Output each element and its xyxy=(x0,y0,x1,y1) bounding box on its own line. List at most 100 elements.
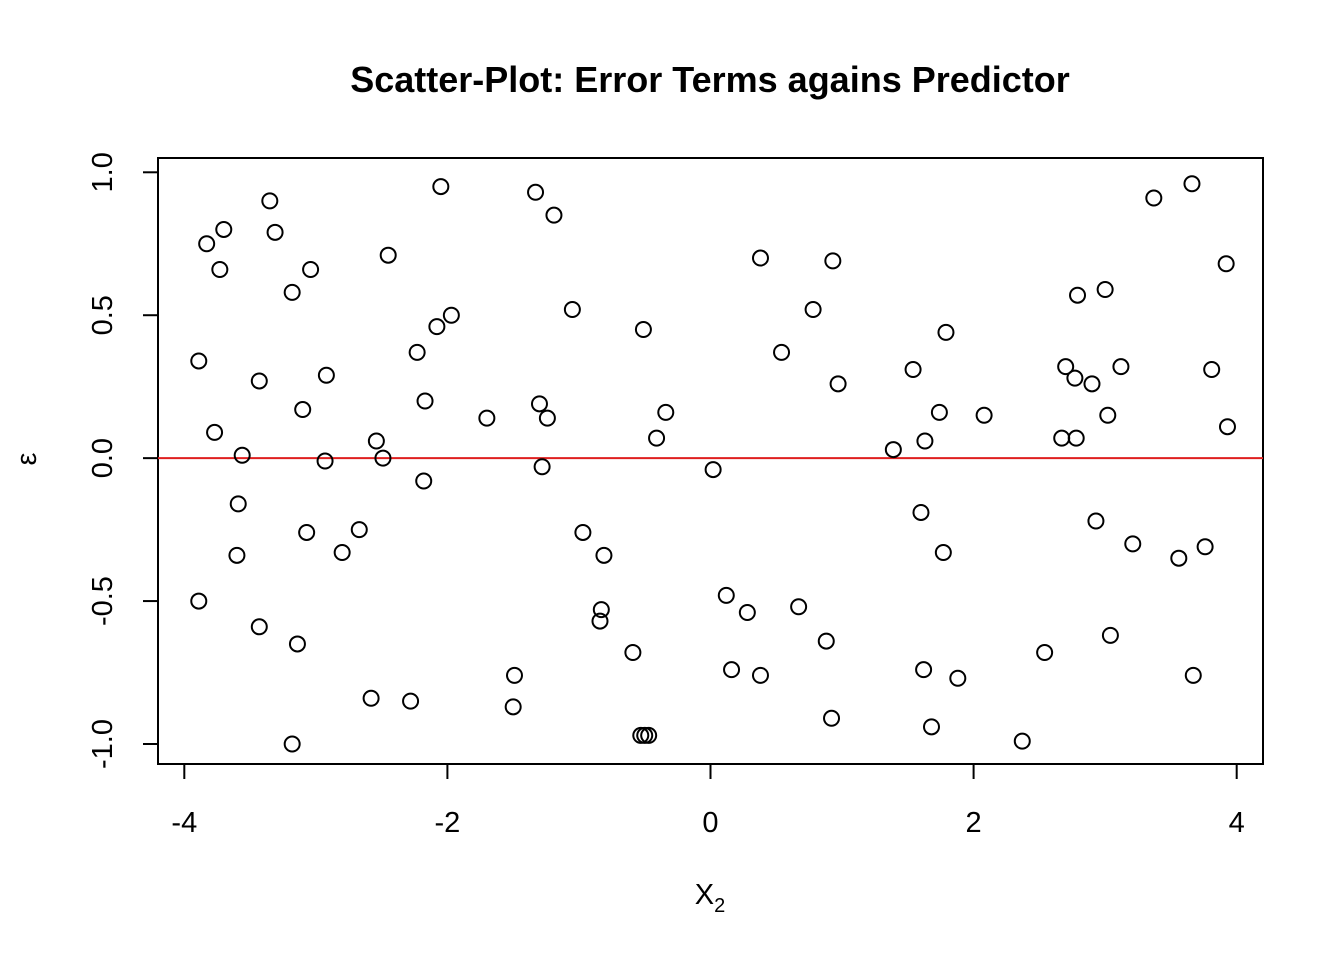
data-point xyxy=(211,260,229,278)
data-point xyxy=(504,698,522,716)
data-point xyxy=(595,546,613,564)
data-points xyxy=(190,175,1236,753)
data-point xyxy=(1036,644,1054,662)
data-point xyxy=(415,472,433,490)
data-point xyxy=(930,403,948,421)
data-point xyxy=(937,323,955,341)
data-point xyxy=(1112,358,1130,376)
data-point xyxy=(302,260,320,278)
data-point xyxy=(916,432,934,450)
data-point xyxy=(751,666,769,684)
data-point xyxy=(1170,549,1188,567)
data-point xyxy=(266,223,284,241)
x-tick-label: -2 xyxy=(435,807,461,839)
data-point xyxy=(624,644,642,662)
data-point xyxy=(530,395,548,413)
data-point xyxy=(379,246,397,264)
data-point xyxy=(1217,255,1235,273)
data-point xyxy=(538,409,556,427)
data-point xyxy=(640,726,658,744)
data-point xyxy=(229,495,247,513)
y-tick-label: 0.5 xyxy=(87,295,119,335)
data-point xyxy=(1196,538,1214,556)
data-point xyxy=(190,592,208,610)
data-point xyxy=(804,301,822,318)
data-point xyxy=(817,632,835,650)
data-point xyxy=(773,343,791,361)
data-point xyxy=(250,372,268,390)
data-point xyxy=(545,206,563,224)
data-point xyxy=(1184,666,1202,684)
data-point xyxy=(527,183,545,201)
y-tick-label: -1.0 xyxy=(87,719,119,769)
chart-title: Scatter-Plot: Error Terms agains Predict… xyxy=(350,59,1070,100)
data-point xyxy=(723,661,741,679)
data-point xyxy=(912,503,930,521)
data-point xyxy=(408,343,426,361)
data-point xyxy=(233,446,251,464)
data-point xyxy=(1101,626,1119,644)
data-point xyxy=(215,220,233,238)
data-point xyxy=(1053,429,1071,447)
data-point xyxy=(283,283,301,301)
data-point xyxy=(657,403,675,421)
data-point xyxy=(915,661,933,679)
data-point xyxy=(634,321,652,339)
x-tick-label: 0 xyxy=(702,807,718,839)
data-point xyxy=(1183,175,1201,193)
data-point xyxy=(904,361,922,379)
data-point xyxy=(591,612,609,630)
data-point xyxy=(738,604,756,621)
data-point xyxy=(1057,358,1075,376)
data-point xyxy=(428,318,446,336)
data-point xyxy=(1087,512,1105,530)
data-point xyxy=(367,432,385,450)
data-point xyxy=(563,301,581,318)
data-point xyxy=(228,546,246,564)
data-point xyxy=(283,735,301,753)
data-point xyxy=(1083,375,1101,393)
data-point xyxy=(317,366,335,384)
y-tick-label: 0.0 xyxy=(87,438,119,478)
data-point xyxy=(206,423,224,441)
data-point xyxy=(316,452,334,470)
data-point xyxy=(374,449,392,467)
y-tick-label: 1.0 xyxy=(87,152,119,192)
data-point xyxy=(884,441,902,459)
data-point xyxy=(288,635,306,653)
plot-frame xyxy=(157,157,1264,765)
data-point xyxy=(294,401,312,419)
data-point xyxy=(350,521,368,539)
data-point xyxy=(362,689,380,707)
data-point xyxy=(1066,369,1084,387)
x-axis-label-main: X xyxy=(695,879,714,911)
x-axis-label: X2 xyxy=(695,879,725,917)
data-point xyxy=(975,406,993,424)
data-point xyxy=(1203,361,1221,379)
data-point xyxy=(717,586,735,604)
data-point xyxy=(592,601,610,619)
data-point xyxy=(442,306,460,324)
data-point xyxy=(923,718,940,736)
data-point xyxy=(1013,732,1031,750)
data-point xyxy=(1145,189,1163,207)
data-point xyxy=(1124,535,1142,553)
data-point xyxy=(1099,406,1117,424)
data-point xyxy=(416,392,434,410)
data-point xyxy=(1096,280,1114,298)
data-point xyxy=(298,523,316,541)
x-axis-label-subscript: 2 xyxy=(714,895,725,917)
data-point xyxy=(190,352,208,370)
x-tick-label: 4 xyxy=(1229,807,1245,839)
data-point xyxy=(198,235,216,253)
data-point xyxy=(478,409,496,427)
data-point xyxy=(790,598,808,616)
data-point xyxy=(829,375,847,393)
data-point xyxy=(824,252,842,270)
data-point xyxy=(250,618,268,636)
data-point xyxy=(1069,286,1087,304)
data-point xyxy=(1218,418,1236,436)
data-point xyxy=(704,461,722,479)
x-axis: -4 -2 0 2 4 xyxy=(171,763,1245,839)
